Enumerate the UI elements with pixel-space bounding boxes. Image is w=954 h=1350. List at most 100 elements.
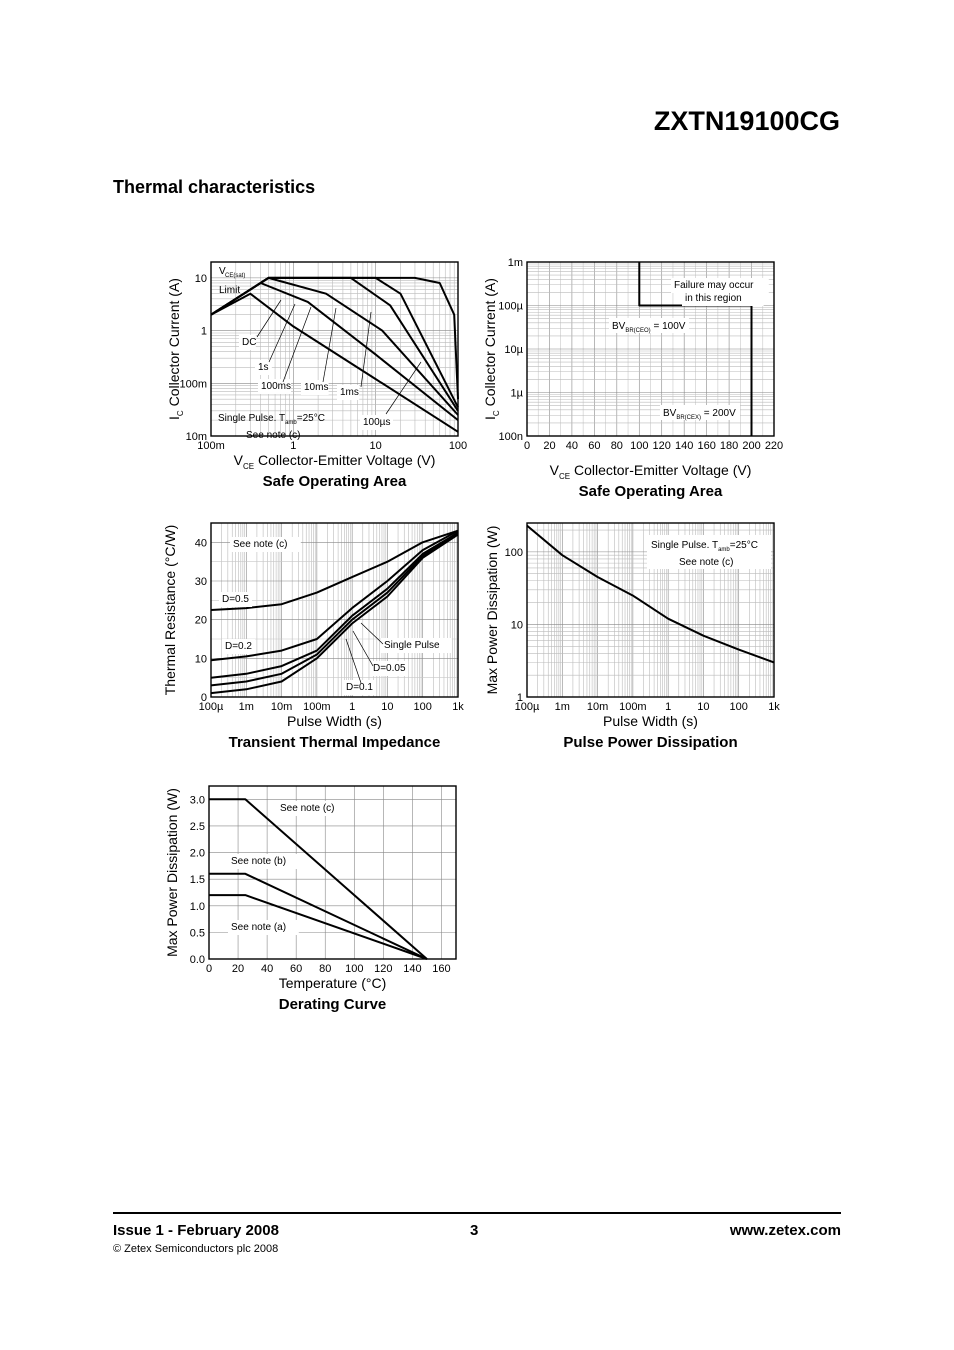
x-tick-label: 40 <box>566 440 578 452</box>
annotation-dc: DC <box>242 337 256 348</box>
chart-2: 0 20 40 60 80 100 120 140 160 180 200 220 100n 1µ 10µ 1… <box>482 257 783 500</box>
footer-website[interactable]: www.zetex.com <box>729 1222 841 1239</box>
annotation-1ms: 1ms <box>340 387 359 398</box>
x-tick-label: 160 <box>697 440 715 452</box>
annotation-bg <box>239 335 256 350</box>
y-tick-label: 20 <box>195 615 207 627</box>
x-tick-label: 100m <box>303 701 331 713</box>
annotation-see-note: See note (c) <box>246 430 300 441</box>
y-tick-label: 3.0 <box>190 794 205 806</box>
footer-page-number: 3 <box>470 1222 479 1239</box>
annotation-bg <box>230 537 301 552</box>
plot-frame <box>210 261 459 437</box>
y-tick-label: 1m <box>508 257 523 269</box>
y-tick-label: 1 <box>517 692 523 704</box>
x-tick-label: 1k <box>452 701 464 713</box>
x-axis-label: VCE Collector-Emitter Voltage (V) <box>234 452 436 471</box>
y-tick-label: 1µ <box>511 388 524 400</box>
leader-line <box>256 299 282 338</box>
x-axis-label: Temperature (°C) <box>279 975 387 991</box>
annotation-bg <box>222 639 255 654</box>
series-line <box>526 524 775 664</box>
annotation-vcesat: V <box>219 266 226 277</box>
x-tick-label: 1 <box>290 440 296 452</box>
annotation-single-pulse: Single Pulse. Tamb=25°C <box>218 413 325 426</box>
series-line-see-note-b- <box>209 872 428 960</box>
x-tick-label: 0 <box>524 440 530 452</box>
y-tick-label: 1.5 <box>190 874 205 886</box>
leader-line <box>268 303 296 363</box>
x-tick-label: 120 <box>653 440 671 452</box>
series-line-100-s <box>210 276 459 400</box>
x-tick-label: 10 <box>381 701 393 713</box>
x-tick-label: 100 <box>414 701 432 713</box>
annotation-10ms: 10ms <box>304 382 328 393</box>
annotation-bv-ceo: BVBR(CEO) = 100V <box>612 321 686 334</box>
annotation-d01: D=0.1 <box>346 682 373 693</box>
y-tick-label: 100 <box>505 547 523 559</box>
x-tick-label: 1 <box>349 701 355 713</box>
y-tick-label: 40 <box>195 537 207 549</box>
series-line-see-note-c- <box>209 798 428 960</box>
annotation-bg <box>228 920 299 935</box>
part-number: ZXTN19100CG <box>653 106 840 136</box>
annotation-failure-2: in this region <box>685 293 742 304</box>
y-tick-label: 2.5 <box>190 821 205 833</box>
annotation-1s: 1s <box>258 362 269 373</box>
x-tick-label: 80 <box>319 963 331 975</box>
x-axis-label: VCE Collector-Emitter Voltage (V) <box>550 462 752 481</box>
annotation-vcesat-sub: CE(sat) <box>225 273 245 279</box>
annotation-bg <box>255 360 272 375</box>
leader-line <box>322 307 337 383</box>
chart-4: 100µ 1m 10m 100m 1 10 100 1k 1 10 100 Single Pulse.… <box>484 522 780 751</box>
footer-copyright: © Zetex Semiconductors plc 2008 <box>113 1243 279 1255</box>
series-line-single-pulse <box>210 533 459 695</box>
series-line-d-0-1 <box>210 531 459 679</box>
x-tick-label: 120 <box>374 963 392 975</box>
y-tick-label: 1.0 <box>190 901 205 913</box>
x-tick-label: 1m <box>555 701 570 713</box>
annotation-bg <box>381 638 452 653</box>
annotation-bg <box>660 405 740 420</box>
y-tick-label: 10m <box>186 431 207 443</box>
y-tick-label: 100n <box>499 431 523 443</box>
chart-title: Pulse Power Dissipation <box>563 734 737 751</box>
leader-line <box>360 311 372 388</box>
x-tick-label: 80 <box>611 440 623 452</box>
annotation-single-pulse: Single Pulse. Tamb=25°C <box>651 540 758 553</box>
chart-5: 0 20 40 60 80 100 120 140 160 0.0 0.5 1.0 1.5 2.0 2.5 3… <box>164 785 457 1013</box>
x-tick-label: 20 <box>543 440 555 452</box>
x-tick-label: 10 <box>370 440 382 452</box>
x-axis-label: Pulse Width (s) <box>603 713 698 729</box>
leader-line <box>345 638 362 684</box>
y-axis-label: Max Power Dissipation (W) <box>164 788 180 957</box>
x-tick-label: 140 <box>403 963 421 975</box>
y-tick-label: 0.5 <box>190 927 205 939</box>
annotation-bg <box>343 680 376 695</box>
annotation-d005: D=0.05 <box>373 663 406 674</box>
annotation-bg <box>370 661 409 676</box>
annotation-bg <box>277 801 348 816</box>
x-tick-label: 60 <box>588 440 600 452</box>
x-tick-label: 160 <box>432 963 450 975</box>
annotation-see-note: See note (c) <box>233 539 287 550</box>
annotation-bg <box>228 854 299 869</box>
footer-rule <box>113 1212 841 1214</box>
x-tick-label: 60 <box>290 963 302 975</box>
annotation-100us: 100µs <box>363 417 390 428</box>
y-axis-label: Max Power Dissipation (W) <box>484 526 500 695</box>
y-axis-label: IC Collector Current (A) <box>482 278 501 420</box>
leader-line <box>360 622 384 645</box>
leader-line <box>352 630 374 667</box>
annotation-see-note: See note (c) <box>679 557 733 568</box>
section-title: Thermal characteristics <box>113 177 316 197</box>
chart-title: Transient Thermal Impedance <box>229 734 441 751</box>
y-tick-label: 100µ <box>498 301 523 313</box>
chart-title: Derating Curve <box>279 996 387 1013</box>
annotation-d05: D=0.5 <box>222 594 249 605</box>
y-tick-label: 100m <box>179 378 207 390</box>
y-tick-label: 30 <box>195 576 207 588</box>
annotation-limit: Limit <box>219 285 240 296</box>
